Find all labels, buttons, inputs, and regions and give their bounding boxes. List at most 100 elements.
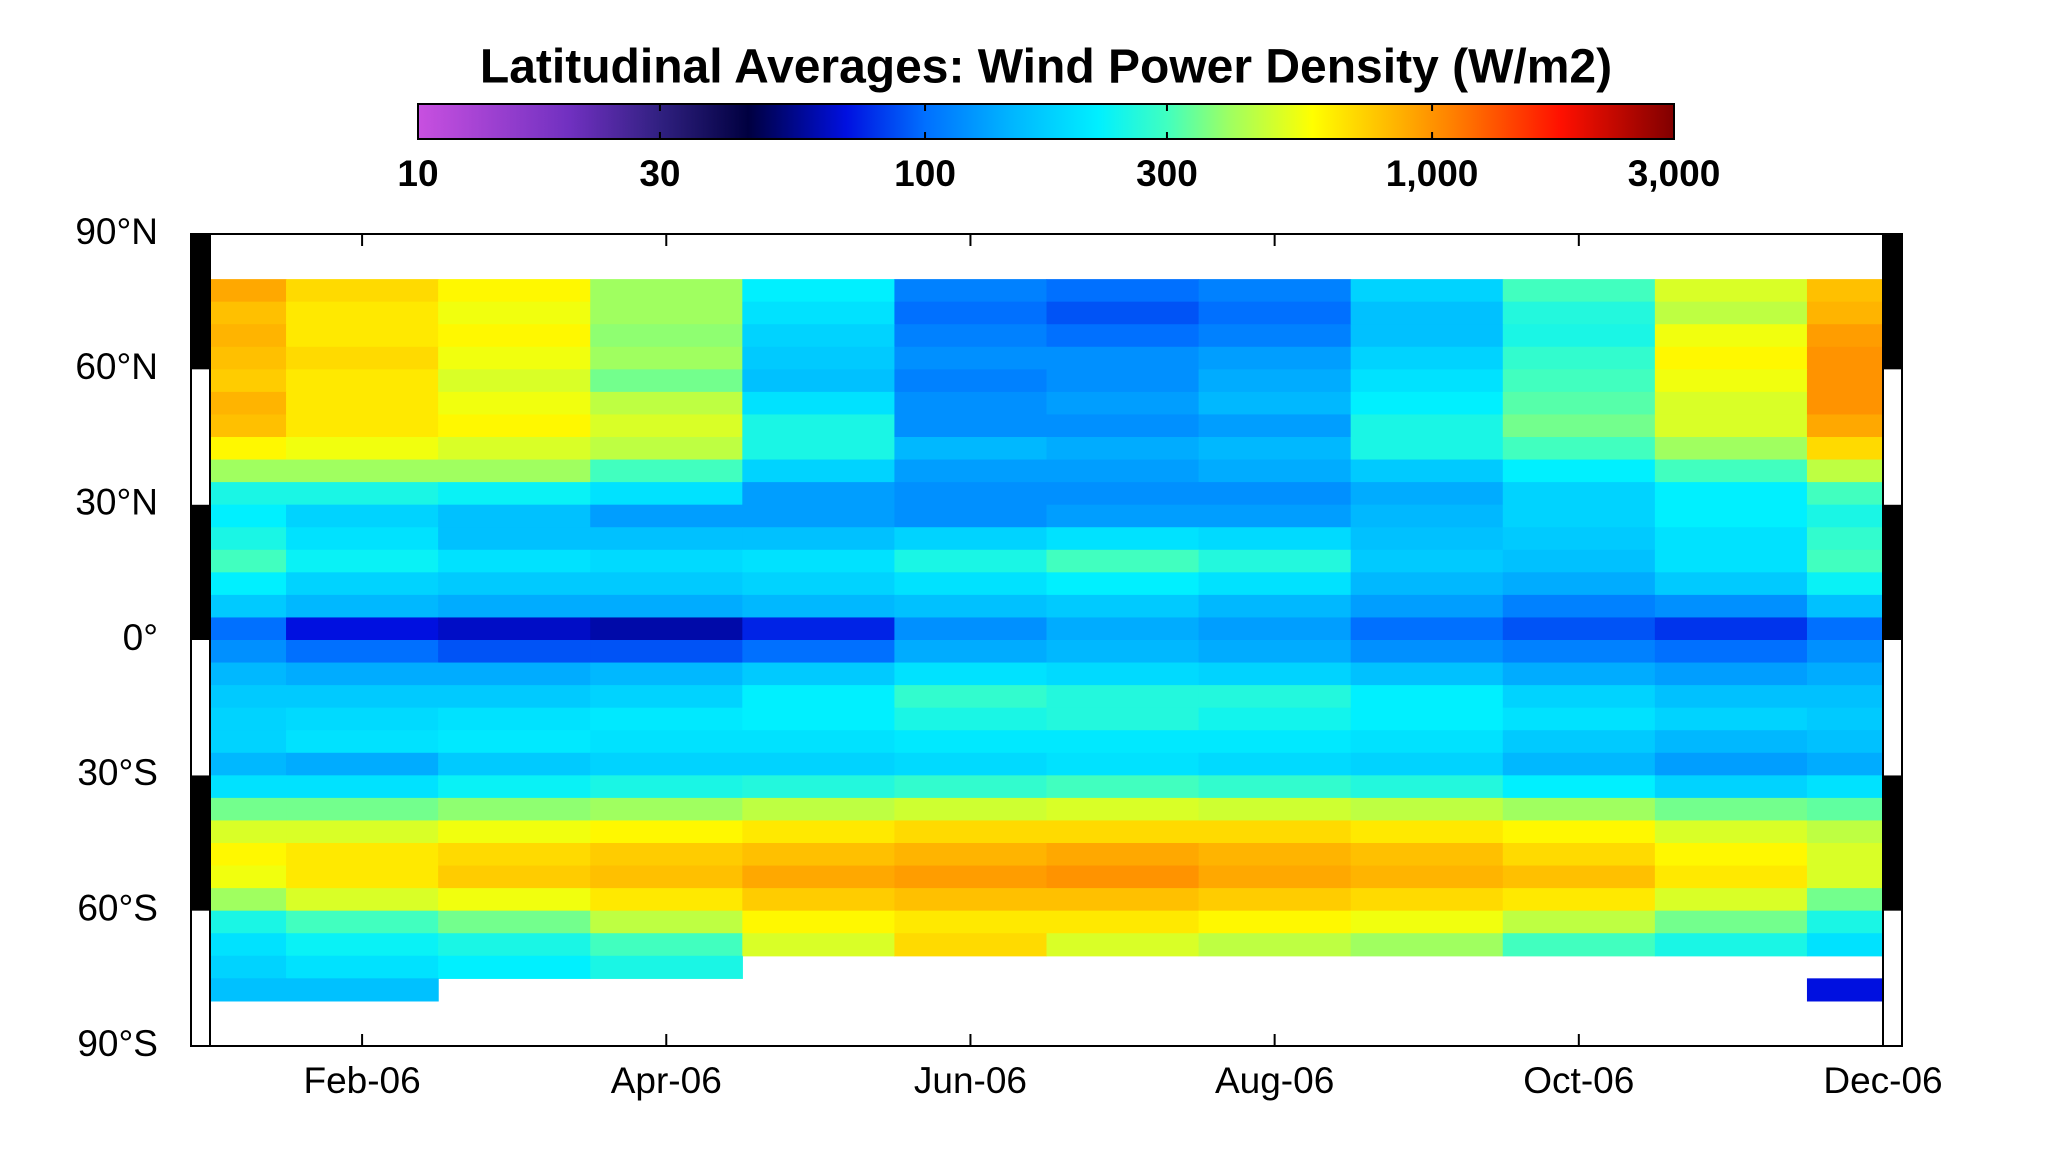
heat-cell bbox=[1350, 482, 1504, 506]
heat-cell bbox=[894, 685, 1048, 709]
heat-cell bbox=[1198, 324, 1352, 348]
heat-cell bbox=[1806, 504, 1884, 528]
heat-cell bbox=[1350, 730, 1504, 754]
heat-cell bbox=[1198, 369, 1352, 393]
heat-cell bbox=[1046, 549, 1200, 573]
heat-cell bbox=[590, 594, 743, 619]
heat-cell bbox=[438, 933, 591, 957]
heat-cell bbox=[1046, 752, 1200, 776]
heat-cell bbox=[1046, 369, 1200, 393]
heat-cell bbox=[1502, 617, 1656, 641]
heat-cell bbox=[210, 978, 287, 1002]
heat-cell bbox=[590, 527, 743, 551]
heat-cell bbox=[1350, 459, 1504, 483]
heat-cell bbox=[590, 346, 743, 370]
heat-cell bbox=[1350, 527, 1504, 551]
heat-cell bbox=[1198, 752, 1352, 776]
heat-cell bbox=[894, 640, 1048, 664]
heat-cell bbox=[590, 797, 743, 822]
heat-cell bbox=[1654, 549, 1808, 573]
heat-cell bbox=[1502, 414, 1656, 438]
heat-cell bbox=[1806, 888, 1884, 912]
heat-cell bbox=[1654, 797, 1808, 822]
heat-cell bbox=[894, 346, 1048, 370]
heat-cell bbox=[1198, 843, 1352, 867]
heat-cell bbox=[742, 910, 896, 934]
heat-cell bbox=[438, 843, 591, 867]
heat-cell bbox=[1654, 775, 1808, 799]
heat-cell bbox=[1046, 888, 1200, 912]
heat-cell bbox=[590, 572, 743, 596]
y-tick-label: 0° bbox=[123, 617, 158, 658]
heat-cell bbox=[742, 437, 896, 461]
heat-cell bbox=[1654, 730, 1808, 754]
heat-cell bbox=[1654, 685, 1808, 709]
heat-cell bbox=[1350, 910, 1504, 934]
heat-cell bbox=[1350, 662, 1504, 686]
heat-cell bbox=[1350, 843, 1504, 867]
heat-cell bbox=[590, 549, 743, 573]
y-tick-label: 60°S bbox=[77, 887, 158, 928]
heat-cell bbox=[1046, 685, 1200, 709]
heat-cell bbox=[438, 437, 591, 461]
heat-cell bbox=[210, 910, 287, 934]
heat-cell bbox=[438, 955, 591, 979]
heat-cell bbox=[742, 279, 896, 303]
heat-cell bbox=[1502, 572, 1656, 596]
heat-cell bbox=[894, 820, 1048, 844]
heat-cell bbox=[742, 301, 896, 325]
heat-cell bbox=[1654, 504, 1808, 528]
heat-cell bbox=[1806, 843, 1884, 867]
heat-cell bbox=[1654, 662, 1808, 686]
heat-cell bbox=[438, 482, 591, 506]
colorbar-tick-label: 30 bbox=[639, 153, 680, 194]
x-tick-label: Feb-06 bbox=[303, 1060, 420, 1101]
colorbar bbox=[417, 103, 1675, 140]
heat-cell bbox=[1654, 391, 1808, 416]
heat-cell bbox=[210, 820, 287, 844]
heat-cell bbox=[286, 414, 439, 438]
heat-cell bbox=[438, 797, 591, 822]
axis-band bbox=[191, 504, 210, 640]
heat-cell bbox=[286, 730, 439, 754]
heat-cell bbox=[1806, 414, 1884, 438]
heat-cell bbox=[1502, 527, 1656, 551]
chart-title: Latitudinal Averages: Wind Power Density… bbox=[480, 41, 1612, 94]
heat-cell bbox=[210, 504, 287, 528]
heat-cell bbox=[1806, 324, 1884, 348]
heat-cell bbox=[1350, 888, 1504, 912]
heat-cell bbox=[894, 459, 1048, 483]
heat-cell bbox=[1806, 437, 1884, 461]
heat-cell bbox=[1502, 504, 1656, 528]
heat-cell bbox=[894, 301, 1048, 325]
heat-cell bbox=[1806, 707, 1884, 731]
heat-cell bbox=[1502, 391, 1656, 416]
heat-cell bbox=[210, 459, 287, 483]
heat-cell bbox=[1198, 437, 1352, 461]
heat-cell bbox=[286, 549, 439, 573]
heat-cell bbox=[210, 617, 287, 641]
heat-cell bbox=[1046, 933, 1200, 957]
heat-cell bbox=[1350, 775, 1504, 799]
heat-cell bbox=[1046, 437, 1200, 461]
heat-cell bbox=[1350, 572, 1504, 596]
heat-cell bbox=[1806, 617, 1884, 641]
heat-cell bbox=[286, 707, 439, 731]
heat-cell bbox=[1654, 707, 1808, 731]
heat-cell bbox=[438, 617, 591, 641]
heat-cell bbox=[894, 414, 1048, 438]
heat-cell bbox=[438, 324, 591, 348]
heat-cell bbox=[210, 955, 287, 979]
heat-cell bbox=[742, 391, 896, 416]
heat-cell bbox=[1502, 820, 1656, 844]
heat-cell bbox=[742, 594, 896, 619]
heat-cell bbox=[1198, 933, 1352, 957]
heat-cell bbox=[590, 865, 743, 889]
heat-cell bbox=[1806, 978, 1884, 1002]
heat-cell bbox=[590, 617, 743, 641]
heat-cell bbox=[590, 955, 743, 979]
heat-cell bbox=[210, 414, 287, 438]
heat-cell bbox=[1198, 527, 1352, 551]
colorbar-tick-label: 300 bbox=[1136, 153, 1198, 194]
heat-cell bbox=[894, 662, 1048, 686]
